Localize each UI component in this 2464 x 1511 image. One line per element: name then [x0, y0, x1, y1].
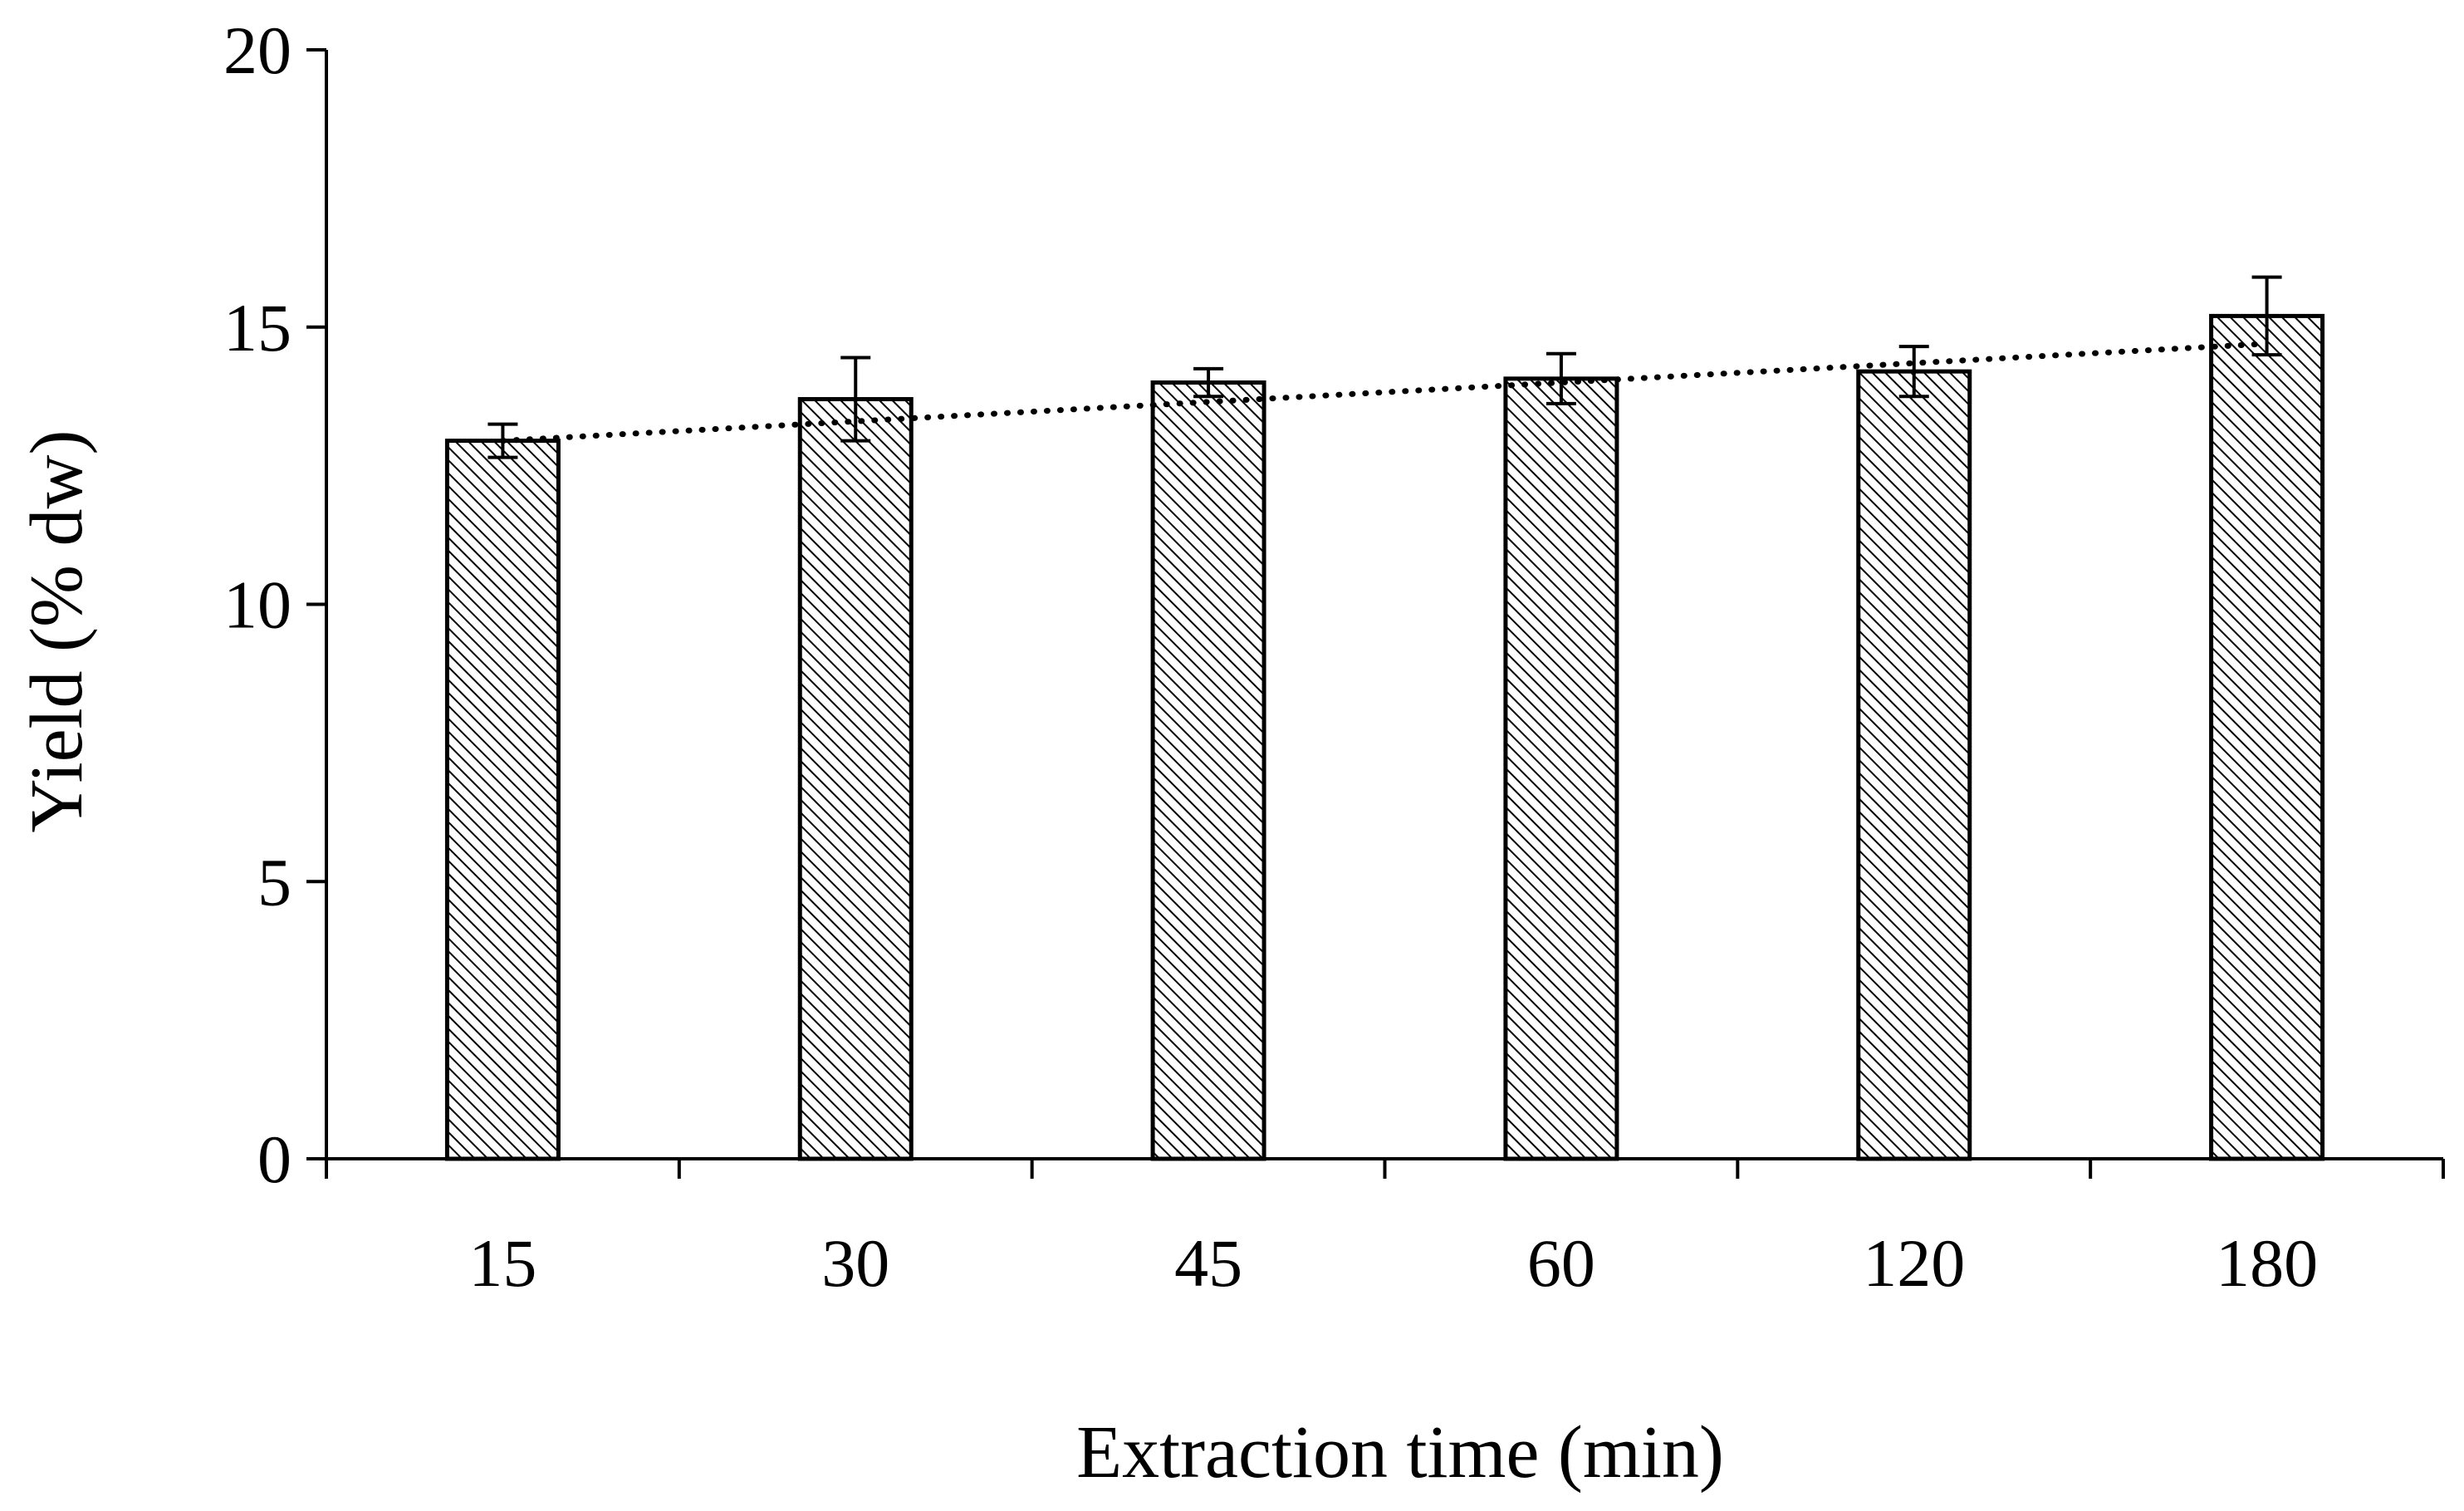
bar	[1150, 380, 1266, 1161]
x-tick-label: 45	[1174, 1225, 1242, 1301]
x-tick-label: 60	[1527, 1225, 1595, 1301]
x-tick-label: 180	[2216, 1225, 2318, 1301]
trendline	[499, 341, 2271, 444]
x-axis-title: Extraction time (min)	[1076, 1411, 1724, 1494]
y-tick-label: 10	[223, 567, 291, 643]
x-tick-label: 15	[468, 1225, 536, 1301]
y-axis-title: Yield (% dw)	[16, 430, 98, 833]
y-tick-label: 15	[223, 290, 291, 365]
x-tick-label: 120	[1863, 1225, 1965, 1301]
y-tick-label: 20	[223, 12, 291, 88]
bar	[2209, 313, 2325, 1161]
bar	[444, 439, 561, 1161]
bar	[797, 397, 914, 1161]
y-tick-label: 0	[257, 1121, 291, 1197]
y-tick-label: 5	[257, 844, 291, 920]
bar	[1856, 369, 1972, 1161]
x-tick-label: 30	[821, 1225, 889, 1301]
bar	[1503, 376, 1619, 1161]
